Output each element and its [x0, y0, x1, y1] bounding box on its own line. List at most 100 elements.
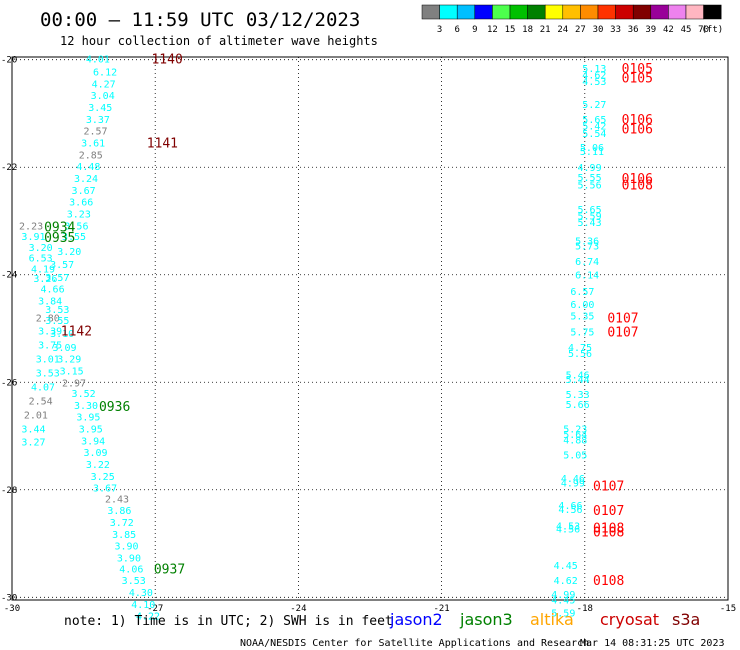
y-tick-label: -22 — [1, 163, 17, 173]
wave-height-value: 3.09 — [52, 343, 76, 354]
scale-label: 15 — [505, 25, 516, 35]
wave-height-value: 5.59 — [551, 608, 575, 619]
wave-height-value: 2.54 — [29, 397, 53, 408]
wave-height-value: 3.84 — [38, 297, 62, 308]
wave-height-labels: 4.01 6.124.273.043.453.372.573.612.854.48… — [19, 55, 606, 623]
wave-height-value: 3.55 — [45, 316, 69, 327]
wave-height-value: 3.53 — [122, 576, 146, 587]
wave-height-value: 6.12 — [93, 68, 117, 79]
grid — [11, 56, 729, 601]
pass-time-label: 0934 — [44, 220, 75, 235]
scale-label: 24 — [557, 25, 568, 35]
wave-height-value: 3.90 — [117, 554, 141, 565]
wave-height-value: 3.67 — [93, 484, 117, 495]
wave-height-value: 3.01 — [36, 355, 60, 366]
wave-height-value: 4.66 — [558, 501, 582, 512]
pass-time-label: 0107 — [593, 479, 624, 494]
wave-height-value: 4.56 — [556, 524, 580, 535]
wave-height-value: 3.44 — [21, 424, 45, 435]
wave-height-value: 5.05 — [563, 450, 587, 461]
wave-height-value: 5.59 — [578, 212, 602, 223]
pass-time-label: 0937 — [154, 562, 185, 577]
wave-height-value: 3.10 — [50, 329, 74, 340]
plot-frame — [11, 56, 729, 601]
pass-time-label: 0108 — [593, 521, 624, 536]
wave-height-value: 2.57 — [83, 127, 107, 138]
y-tick-label: -28 — [1, 486, 17, 496]
pass-time-label: 1141 — [147, 136, 178, 151]
wave-height-value: 2.80 — [36, 314, 60, 325]
wave-height-value: 3.52 — [72, 389, 96, 400]
wave-height-value: 3.20 — [29, 243, 53, 254]
scale-label: 18 — [522, 25, 533, 35]
scale-label: 27 — [575, 25, 586, 35]
color-scale-legend: 3 6 9 12 15 18 21 24 27 30 33 36 39 42 45 70(ft) — [421, 4, 723, 35]
x-tick-label: -15 — [720, 604, 736, 614]
wave-height-value: 5.43 — [578, 218, 602, 229]
wave-height-value: 4.10 — [131, 600, 155, 611]
wave-height-value: 6.53 — [29, 254, 53, 265]
wave-height-value: 4.99 — [551, 590, 575, 601]
wave-height-value: 4.75 — [568, 343, 592, 354]
wave-height-value: 3.61 — [81, 138, 105, 149]
scale-swatch — [580, 4, 599, 20]
pass-time-label: 1140 — [151, 53, 182, 68]
wave-height-value: 2.43 — [105, 494, 129, 505]
wave-height-value: 6.57 — [570, 287, 594, 298]
wave-height-value: 4.88 — [563, 435, 587, 446]
wave-height-value: 3.66 — [69, 198, 93, 209]
wave-height-value: 5.27 — [582, 100, 606, 111]
pass-time-label: 0108 — [593, 526, 624, 541]
x-tick-label: -24 — [290, 604, 306, 614]
scale-swatch — [492, 4, 511, 20]
wave-height-value: 3.23 — [67, 209, 91, 220]
footer-note: note: 1) Time is in UTC; 2) SWH is in fe… — [64, 614, 393, 629]
wave-height-value: 5.11 — [580, 147, 604, 158]
satellite-altika: altika — [530, 610, 574, 629]
wave-height-value: 5.13 — [582, 64, 606, 75]
satellite-cryosat: cryosat — [600, 610, 659, 629]
pass-time-label: 0107 — [607, 326, 638, 341]
wave-height-value: 3.95 — [76, 413, 100, 424]
wave-height-value: 3.04 — [91, 91, 115, 102]
wave-height-value: 3.27 — [21, 437, 45, 448]
wave-height-value: 3.25 — [91, 472, 115, 483]
wave-height-value: 5.65 — [582, 115, 606, 126]
x-tick-label: -30 — [4, 604, 20, 614]
scale-swatch — [509, 4, 528, 20]
wave-height-value: 3.53 — [36, 369, 60, 380]
wave-height-value: 3.39 — [38, 327, 62, 338]
wave-height-value: 4.27 — [92, 79, 116, 90]
scale-label: 12 — [487, 25, 498, 35]
wave-height-value: 3.86 — [107, 506, 131, 517]
wave-height-value: 5.56 — [568, 349, 592, 360]
scale-label: 45 — [681, 25, 692, 35]
satellite-jason2: jason2 — [389, 610, 443, 629]
pass-time-label: 0108 — [622, 178, 653, 193]
x-tick-label: -18 — [577, 604, 593, 614]
pass-time-label: 0106 — [622, 172, 653, 187]
wave-height-value: 5.42 — [582, 121, 606, 132]
wave-height-value: 6.74 — [575, 257, 599, 268]
wave-height-value: 2.23 — [19, 221, 43, 232]
scale-swatch — [685, 4, 704, 20]
scale-swatch — [632, 4, 652, 20]
wave-height-value: 5.44 — [566, 375, 590, 386]
scale-label: 6 — [454, 25, 459, 35]
wave-height-value: 3.75 — [38, 341, 62, 352]
scale-swatch — [456, 4, 476, 20]
chart-subtitle: 12 hour collection of altimeter wave hei… — [60, 34, 378, 48]
wave-height-value: 3.30 — [74, 401, 98, 412]
pass-time-label: 1142 — [61, 325, 92, 340]
wave-height-value: 4.53 — [582, 77, 606, 88]
wave-height-value: 3.72 — [110, 518, 134, 529]
pass-time-label: 0106 — [622, 123, 653, 138]
wave-height-value: 3.09 — [83, 448, 107, 459]
wave-height-value: 4.53 — [556, 521, 580, 532]
wave-height-value: 3.57 — [45, 273, 69, 284]
scale-swatch — [527, 4, 546, 20]
y-tick-label: -26 — [1, 378, 17, 388]
scale-label: 36 — [628, 25, 639, 35]
wave-height-value: 4.46 — [561, 474, 585, 485]
